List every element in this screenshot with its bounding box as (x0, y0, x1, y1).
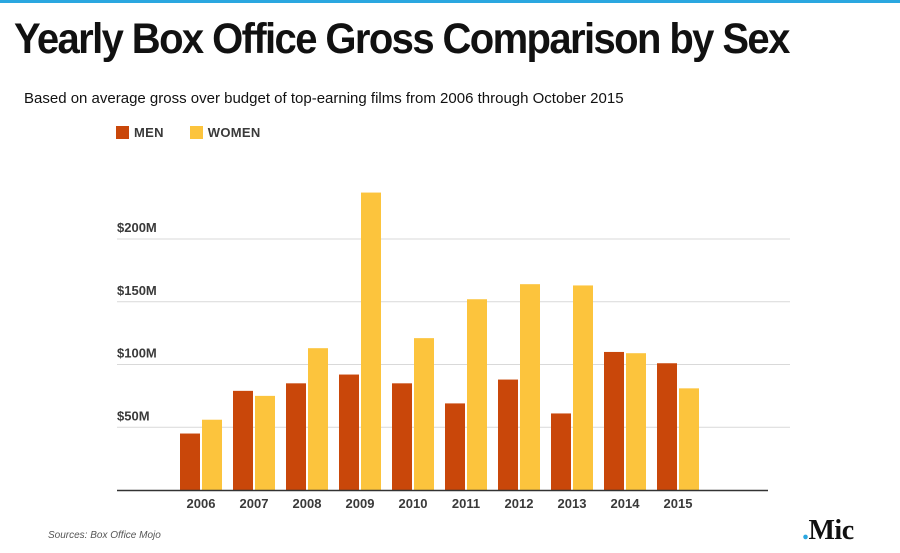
y-tick-label: $150M (117, 283, 157, 298)
chart-title: Yearly Box Office Gross Comparison by Se… (14, 16, 790, 63)
legend-label-men: MEN (134, 125, 164, 140)
bar-men-2006 (180, 433, 200, 490)
legend-item-women: WOMEN (189, 125, 261, 140)
y-tick-label: $50M (117, 408, 150, 423)
bar-women-2014 (626, 353, 646, 490)
x-tick-label: 2006 (187, 496, 216, 511)
brand-logo-dot: . (802, 515, 809, 546)
legend-swatch-men (116, 126, 129, 139)
bar-women-2012 (520, 284, 540, 490)
bar-women-2013 (573, 285, 593, 490)
x-tick-label: 2011 (452, 496, 480, 511)
bar-men-2009 (339, 374, 359, 490)
bar-women-2007 (255, 395, 275, 490)
brand-logo-name: Mic (808, 515, 855, 546)
x-tick-label: 2014 (611, 496, 641, 511)
chart-subtitle: Based on average gross over budget of to… (24, 90, 624, 107)
bar-women-2011 (467, 299, 487, 490)
bar-women-2015 (679, 388, 699, 490)
legend-swatch-women (189, 126, 203, 139)
brand-logo: .Mic (802, 515, 854, 547)
x-tick-label: 2010 (399, 496, 428, 511)
bar-women-2006 (202, 419, 222, 490)
x-tick-label: 2009 (346, 496, 375, 511)
chart-legend: MEN WOMEN (116, 125, 281, 140)
legend-item-men: MEN (116, 125, 164, 140)
source-note: Sources: Box Office Mojo (48, 530, 161, 541)
bar-men-2007 (233, 390, 253, 490)
bar-men-2014 (604, 351, 624, 490)
bar-men-2011 (445, 403, 465, 490)
legend-label-women: WOMEN (207, 125, 261, 140)
x-tick-label: 2012 (505, 496, 534, 511)
bar-women-2009 (361, 192, 381, 490)
bar-men-2013 (551, 413, 571, 490)
bar-women-2008 (308, 348, 328, 490)
x-tick-label: 2013 (558, 496, 587, 511)
bar-men-2010 (392, 383, 412, 490)
bar-men-2015 (657, 363, 677, 490)
top-accent-rule (0, 0, 900, 3)
bar-women-2010 (414, 338, 434, 490)
x-tick-label: 2008 (293, 496, 322, 511)
y-tick-label: $100M (117, 346, 157, 361)
bar-men-2008 (286, 383, 306, 490)
x-tick-label: 2007 (240, 496, 269, 511)
x-tick-label: 2015 (664, 496, 693, 511)
y-tick-label: $200M (117, 220, 157, 235)
bar-men-2012 (498, 379, 518, 490)
